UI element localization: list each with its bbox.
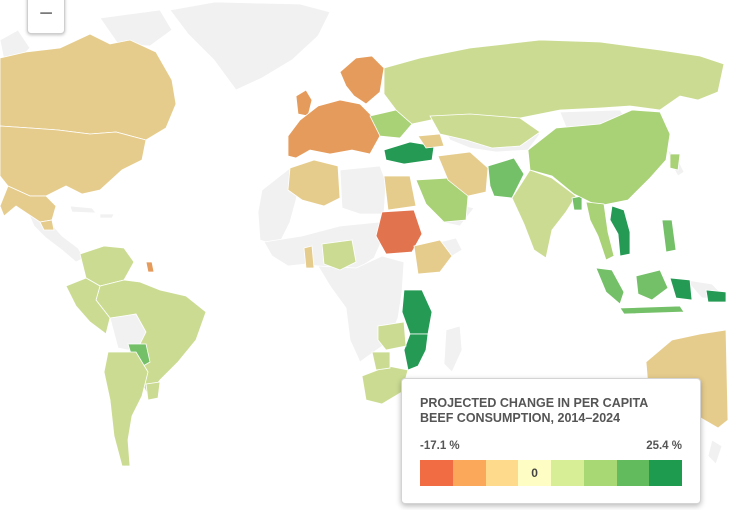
vietnam[interactable] xyxy=(609,205,631,257)
legend-swatch xyxy=(583,460,617,486)
legend-min-label: -17.1 % xyxy=(420,440,460,452)
korea[interactable] xyxy=(669,153,681,171)
egypt[interactable] xyxy=(383,175,417,211)
new-zealand[interactable] xyxy=(707,439,723,465)
uk-ireland[interactable] xyxy=(295,89,313,117)
nordics[interactable] xyxy=(339,55,385,105)
legend-swatch xyxy=(616,460,650,486)
zoom-out-button[interactable]: − xyxy=(27,0,65,34)
ghana[interactable] xyxy=(303,245,315,269)
caribbean[interactable] xyxy=(69,205,115,219)
uruguay[interactable] xyxy=(145,381,161,401)
arctic-islands[interactable] xyxy=(99,9,173,47)
algeria[interactable] xyxy=(287,159,341,207)
ethiopia[interactable] xyxy=(413,239,453,275)
legend-range: -17.1 % 25.4 % xyxy=(420,440,682,452)
legend-title: PROJECTED CHANGE IN PER CAPITA BEEF CONS… xyxy=(420,396,648,425)
madagascar[interactable] xyxy=(443,325,463,373)
nigeria[interactable] xyxy=(321,239,357,271)
legend-swatch: 0 xyxy=(518,460,551,486)
myanmar-thailand[interactable] xyxy=(585,201,615,261)
sulawesi-east[interactable] xyxy=(669,277,727,303)
usa[interactable] xyxy=(0,125,147,197)
malaysia-borneo[interactable] xyxy=(635,269,669,301)
iran[interactable] xyxy=(437,151,489,197)
mozambique[interactable] xyxy=(403,333,429,371)
legend-max-label: 25.4 % xyxy=(646,440,682,452)
peru-ecuador[interactable] xyxy=(65,277,111,335)
caucasus[interactable] xyxy=(417,133,445,149)
russia[interactable] xyxy=(383,39,725,125)
kazakhstan[interactable] xyxy=(429,113,541,149)
legend-panel: PROJECTED CHANGE IN PER CAPITA BEEF CONS… xyxy=(401,378,701,504)
zambia-zimbabwe[interactable] xyxy=(377,321,407,351)
argentina[interactable] xyxy=(103,351,149,467)
ukraine[interactable] xyxy=(369,109,413,139)
legend-swatch xyxy=(420,460,453,486)
brazil[interactable] xyxy=(95,279,207,397)
sudan[interactable] xyxy=(375,209,423,255)
legend-swatch xyxy=(551,460,584,486)
bangladesh[interactable] xyxy=(571,195,583,211)
turkey[interactable] xyxy=(383,141,435,165)
indonesia[interactable] xyxy=(595,267,685,315)
china[interactable] xyxy=(527,109,671,207)
western-europe[interactable] xyxy=(287,99,381,159)
legend-swatch xyxy=(452,460,486,486)
guyana[interactable] xyxy=(145,261,155,273)
legend-color-scale: 0 xyxy=(420,460,682,486)
philippines[interactable] xyxy=(661,219,677,253)
india[interactable] xyxy=(511,169,577,259)
greenland[interactable] xyxy=(169,1,331,91)
legend-swatch xyxy=(649,460,682,486)
botswana[interactable] xyxy=(371,351,391,371)
kenya-tanzania[interactable] xyxy=(401,289,433,335)
guatemala[interactable] xyxy=(39,219,55,231)
legend-swatch xyxy=(485,460,519,486)
